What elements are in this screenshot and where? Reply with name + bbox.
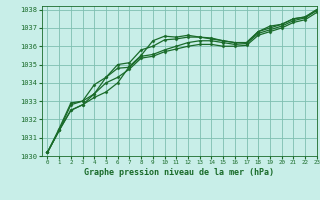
X-axis label: Graphe pression niveau de la mer (hPa): Graphe pression niveau de la mer (hPa) [84,168,274,177]
